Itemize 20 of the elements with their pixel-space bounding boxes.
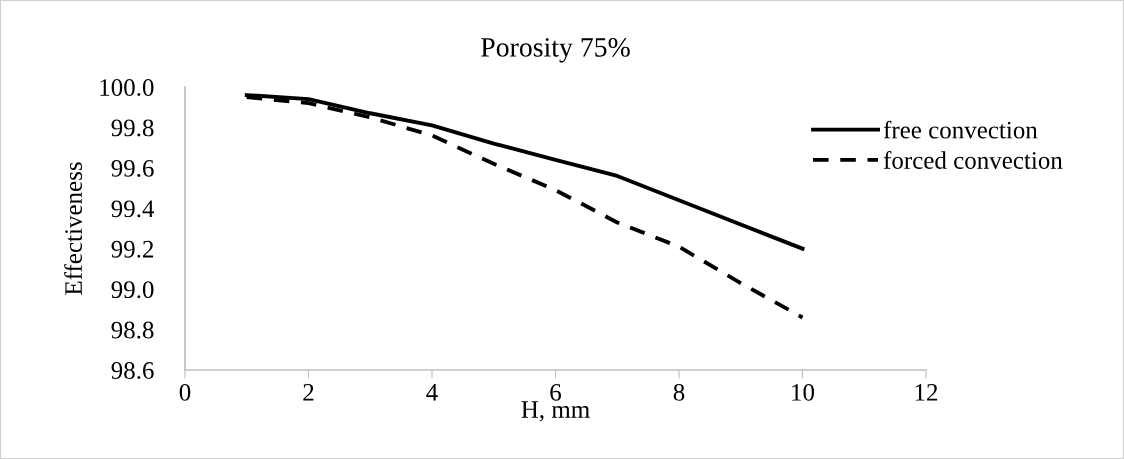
x-tick-label: 0 [179, 383, 191, 401]
x-tick-label: 4 [426, 384, 438, 401]
y-axis-title: Effectiveness [64, 162, 83, 295]
y-tick-label: 98.6 [111, 362, 154, 380]
x-tick-label: 12 [915, 383, 938, 401]
y-tick-label: 99.2 [111, 240, 154, 258]
y-tick-label: 98.8 [111, 321, 154, 339]
x-tick-label: 10 [792, 383, 815, 401]
y-tick-label: 99.8 [111, 119, 154, 137]
y-tick-label: 99.0 [111, 281, 154, 299]
y-tick-label: 99.4 [111, 200, 155, 218]
y-tick-label: 99.6 [111, 159, 154, 177]
x-tick-label: 2 [303, 383, 314, 401]
y-tick-label: 100.0 [100, 79, 154, 97]
legend-label: forced convection [883, 151, 1063, 169]
legend-label: free convection [883, 120, 1038, 139]
chart-title: Porosity 75% [481, 37, 630, 63]
x-axis-title: H, mm [521, 401, 590, 422]
x-tick-label: 8 [673, 383, 685, 401]
x-tick-label: 6 [550, 383, 561, 401]
